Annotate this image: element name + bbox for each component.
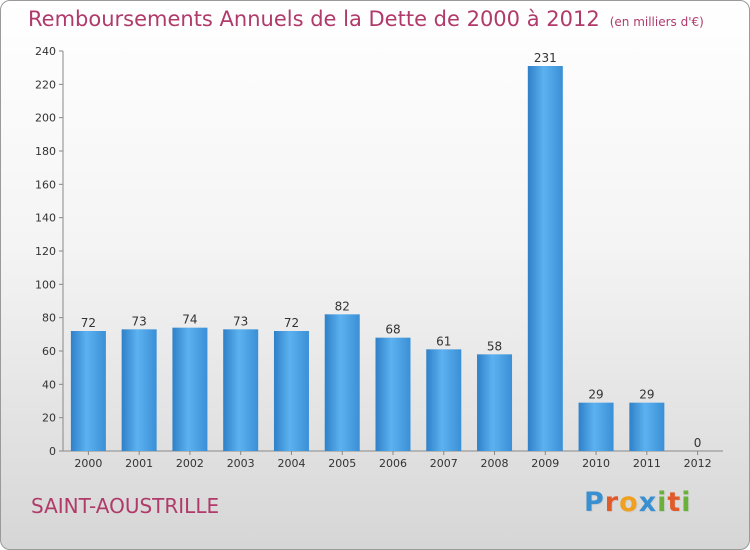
y-tick-label: 80 <box>42 312 56 325</box>
bar-value-label: 73 <box>233 314 248 328</box>
bar-value-label: 73 <box>132 314 147 328</box>
bar-value-label: 61 <box>436 334 451 348</box>
bar <box>629 402 665 451</box>
bar <box>426 349 462 451</box>
bar-value-label: 0 <box>694 436 702 450</box>
bar <box>273 331 309 451</box>
bar-value-label: 72 <box>284 316 299 330</box>
logo-letter: i <box>681 487 692 518</box>
bar <box>578 402 614 451</box>
title-text: Remboursements Annuels de la Dette de 20… <box>28 7 600 31</box>
bar <box>477 354 513 451</box>
bar <box>324 314 360 451</box>
x-tick-label: 2010 <box>582 457 610 470</box>
bar <box>70 331 106 451</box>
logo-letter: i <box>657 487 668 518</box>
x-tick-label: 2012 <box>684 457 712 470</box>
chart-title: Remboursements Annuels de la Dette de 20… <box>28 7 704 31</box>
chart-subtitle: (en milliers d'€) <box>609 15 704 29</box>
x-tick-label: 2003 <box>227 457 255 470</box>
bar <box>172 327 208 451</box>
y-tick-label: 200 <box>35 112 56 125</box>
bar-value-label: 29 <box>639 388 654 402</box>
y-tick-label: 120 <box>35 245 56 258</box>
bar-value-label: 29 <box>588 388 603 402</box>
x-tick-label: 2001 <box>125 457 153 470</box>
x-tick-label: 2004 <box>277 457 305 470</box>
x-tick-label: 2000 <box>74 457 102 470</box>
y-tick-label: 220 <box>35 78 56 91</box>
y-tick-label: 180 <box>35 145 56 158</box>
x-tick-label: 2006 <box>379 457 407 470</box>
x-tick-label: 2002 <box>176 457 204 470</box>
bar-value-label: 231 <box>534 51 557 65</box>
bar <box>223 329 259 451</box>
city-name: SAINT-AOUSTRILLE <box>31 494 220 518</box>
y-tick-label: 40 <box>42 378 56 391</box>
x-tick-label: 2005 <box>328 457 356 470</box>
proxiti-logo[interactable]: Proxiti <box>584 487 692 518</box>
x-tick-label: 2011 <box>633 457 661 470</box>
bar <box>121 329 157 451</box>
bar-value-label: 58 <box>487 339 502 353</box>
y-tick-label: 100 <box>35 278 56 291</box>
x-tick-label: 2007 <box>430 457 458 470</box>
y-tick-label: 0 <box>49 445 56 458</box>
y-tick-label: 240 <box>35 45 56 58</box>
bar-value-label: 68 <box>385 323 400 337</box>
x-tick-label: 2009 <box>531 457 559 470</box>
logo-letter: t <box>667 487 682 518</box>
bar-value-label: 72 <box>81 316 96 330</box>
y-tick-label: 20 <box>42 412 56 425</box>
y-tick-label: 140 <box>35 212 56 225</box>
logo-letter: r <box>604 487 620 518</box>
bar-value-label: 74 <box>182 313 197 327</box>
y-tick-label: 160 <box>35 178 56 191</box>
bar <box>375 337 411 451</box>
x-tick-label: 2008 <box>481 457 509 470</box>
logo-letter: P <box>584 487 605 518</box>
y-tick-label: 60 <box>42 345 56 358</box>
logo-letter: x <box>638 487 658 518</box>
logo-letter: o <box>619 487 639 518</box>
bar-value-label: 82 <box>335 299 350 313</box>
bar <box>527 66 563 451</box>
